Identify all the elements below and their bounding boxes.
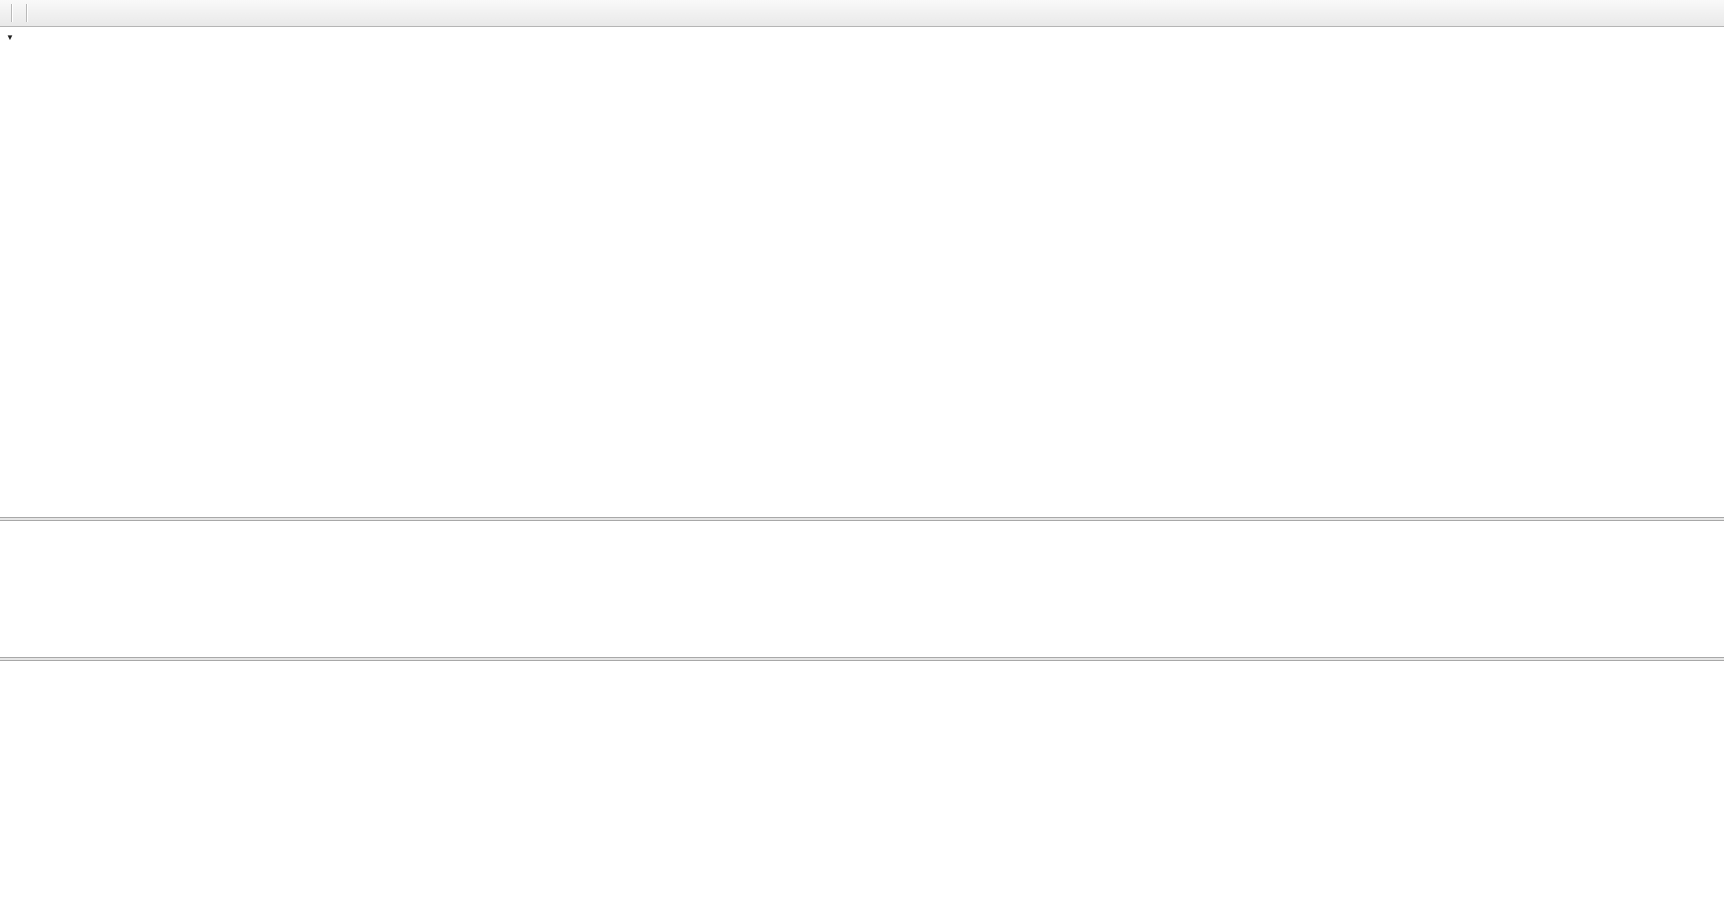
toolbar (0, 0, 1724, 27)
symbol-dropdown-icon[interactable]: ▼ (6, 33, 14, 42)
panel-splitter[interactable] (0, 517, 1724, 521)
macd-canvas[interactable] (0, 521, 1724, 657)
panel-splitter[interactable] (0, 657, 1724, 661)
toolbar-separator (26, 4, 27, 22)
toolbar-separator (11, 4, 12, 22)
rsi-label (6, 664, 10, 676)
time-axis[interactable] (0, 792, 1724, 816)
macd-label (6, 524, 13, 536)
rsi-canvas[interactable] (0, 661, 1724, 792)
chart-area: ▼ (0, 27, 1724, 898)
main-chart-canvas[interactable] (0, 27, 1724, 517)
quote-line: ▼ (6, 31, 17, 43)
